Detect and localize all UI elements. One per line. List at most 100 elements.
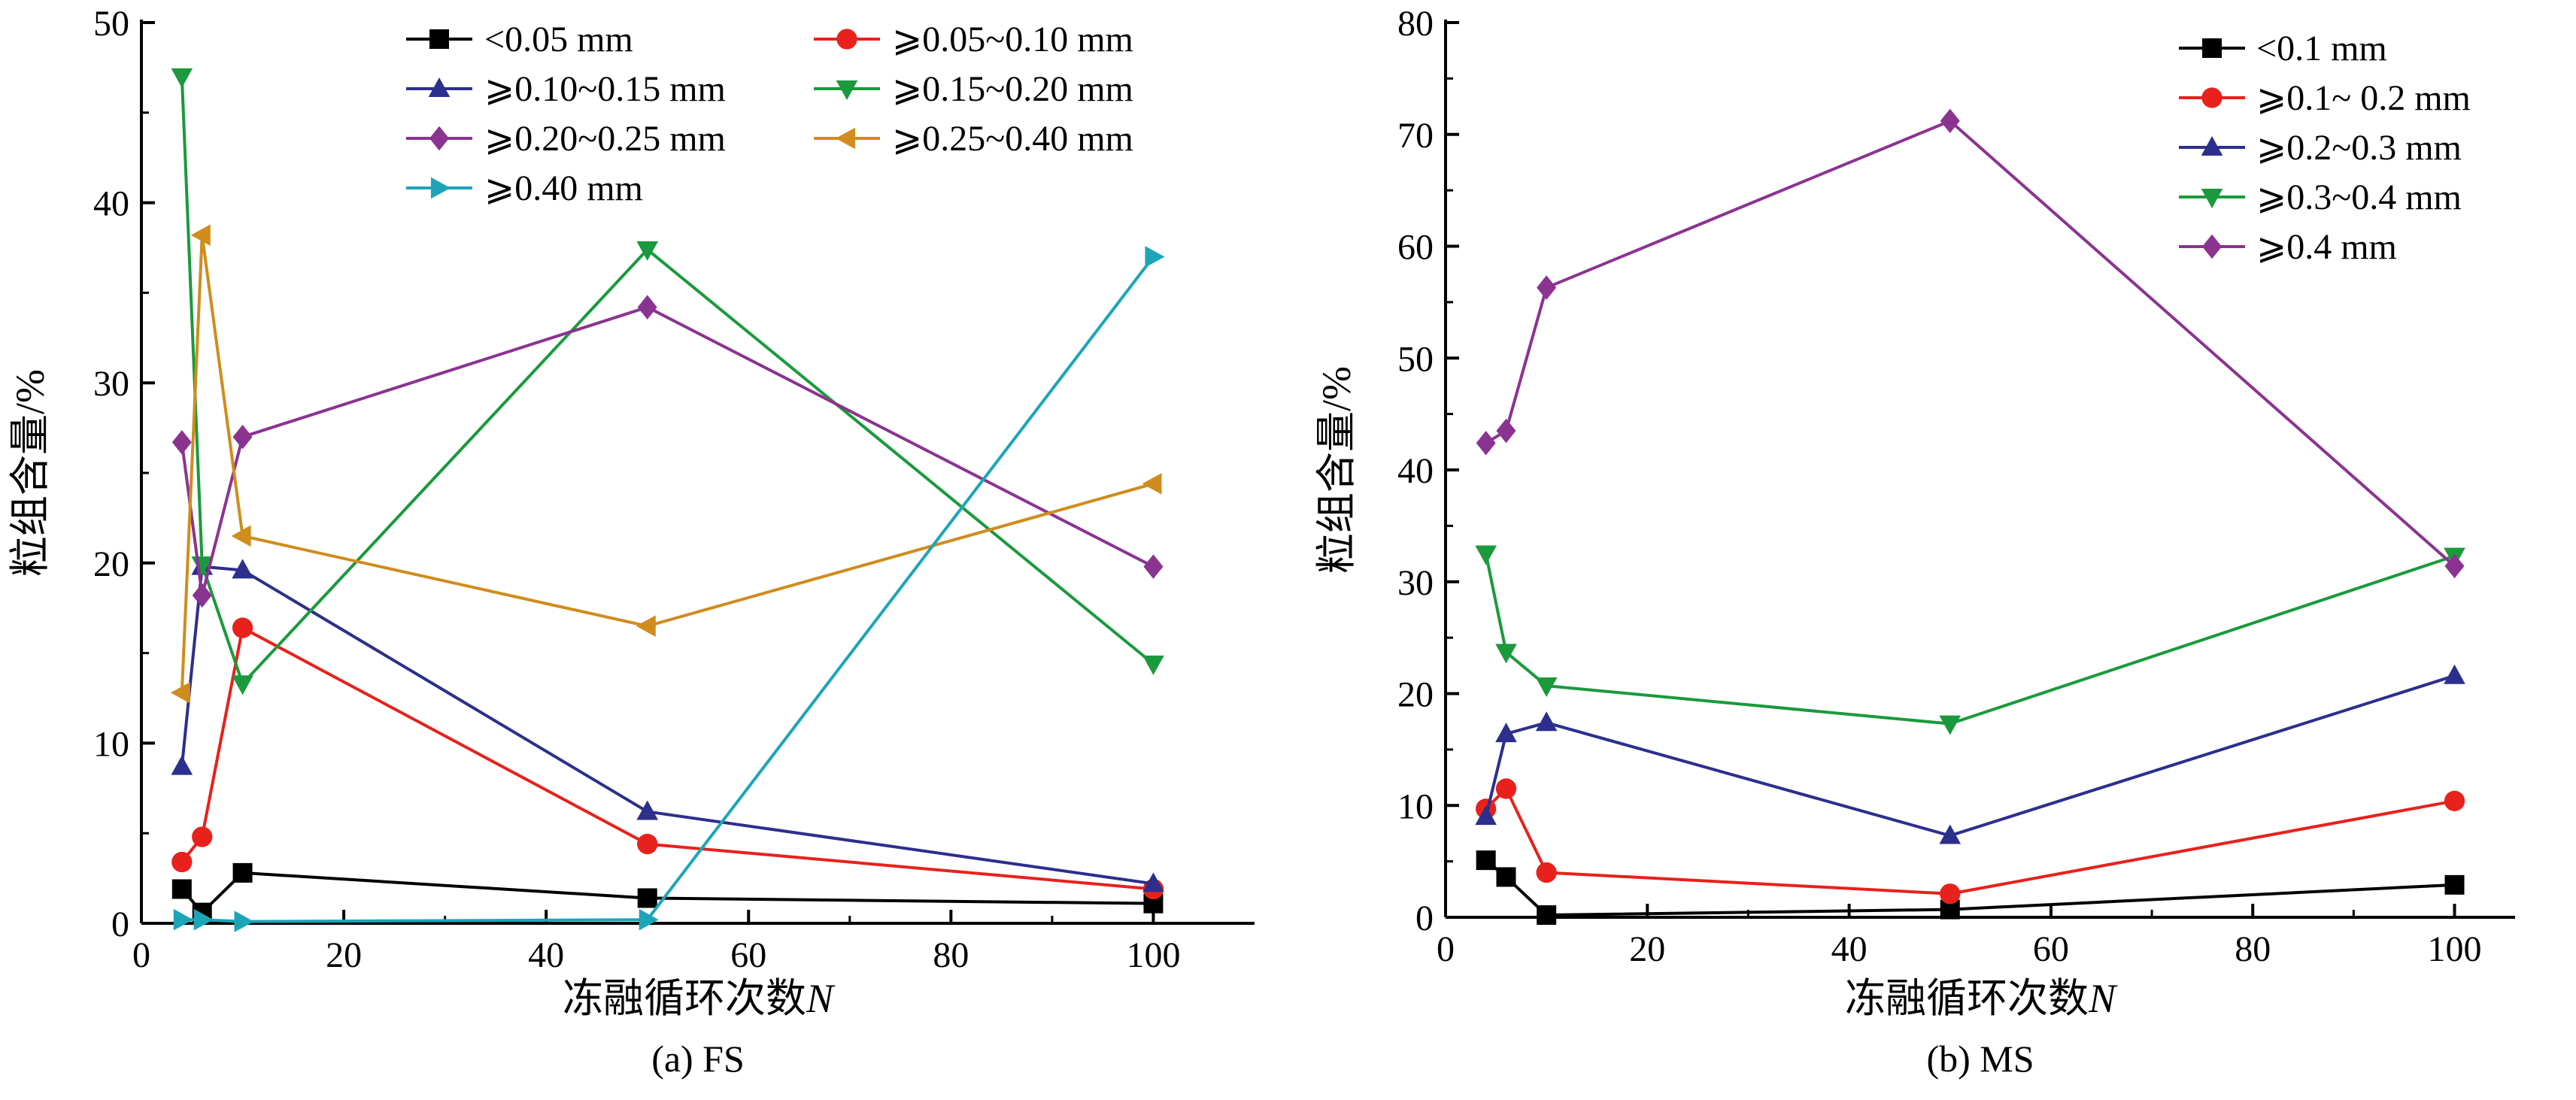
legend-label: ⩾0.10~0.15 mm — [484, 69, 726, 109]
data-point — [2444, 790, 2465, 811]
x-axis-label-var: N — [806, 976, 836, 1021]
data-point — [637, 888, 657, 908]
data-point — [173, 908, 193, 931]
legend-label: ⩾0.3~0.4 mm — [2256, 177, 2462, 217]
y-tick-label: 40 — [93, 184, 129, 224]
legend-marker — [2201, 136, 2223, 156]
legend-marker — [429, 29, 449, 49]
data-point — [1475, 805, 1497, 826]
data-point — [171, 68, 193, 88]
y-tick-label: 10 — [1397, 786, 1434, 826]
legend-marker — [428, 77, 451, 98]
chart-panel-a: 0 10 20 30 40 50 0 20 40 60 80 100 冻融循环次数N 粒组含量/% (a) … — [8, 4, 1255, 1080]
legend-marker — [430, 177, 451, 199]
y-axis-label: 粒组含量/% — [1314, 366, 1359, 574]
legend-marker — [2201, 87, 2223, 108]
data-point — [1496, 867, 1516, 887]
y-axis-label: 粒组含量/% — [8, 369, 53, 577]
data-point — [1142, 473, 1162, 495]
legend-label: ⩾0.40 mm — [484, 168, 643, 208]
data-point — [1940, 883, 1961, 905]
x-axis-label-var: N — [2088, 976, 2118, 1021]
series-1 — [1476, 778, 2465, 905]
data-point — [192, 826, 213, 847]
y-tick-label: 0 — [1415, 898, 1434, 938]
x-axis-label-text: 冻融循环次数 — [1845, 976, 2089, 1021]
y-tick-label: 20 — [93, 544, 129, 584]
series-5 — [170, 224, 1162, 704]
legend: <0.1 mm ⩾0.1~ 0.2 mm ⩾0.2~0.3 mm ⩾0.3~0.4 m… — [2179, 29, 2471, 267]
data-point — [193, 908, 214, 931]
data-point — [2444, 874, 2465, 895]
panel-caption: (a) FS — [651, 1038, 745, 1080]
x-tick-label: 60 — [2033, 929, 2069, 969]
legend-label: ⩾0.20~0.25 mm — [484, 119, 726, 159]
legend-label: ⩾0.25~0.40 mm — [892, 119, 1133, 159]
data-point — [636, 800, 659, 820]
x-tick-label: 40 — [528, 935, 564, 975]
legend-label: ⩾0.05~0.10 mm — [892, 20, 1133, 59]
x-tick-label: 20 — [326, 935, 362, 975]
y-tick-label: 80 — [1397, 4, 1434, 44]
y-tick-label: 30 — [1397, 563, 1434, 603]
data-point — [1537, 905, 1557, 926]
x-tick-label: 40 — [1831, 929, 1868, 969]
series-2 — [1475, 664, 2465, 844]
legend-marker — [2202, 38, 2222, 58]
x-tick-label: 80 — [933, 935, 969, 975]
series-4 — [171, 295, 1164, 608]
x-tick-label: 80 — [2235, 929, 2271, 969]
data-point — [232, 559, 253, 579]
data-point — [1939, 824, 1962, 844]
y-tick-label: 50 — [1397, 339, 1434, 379]
x-axis-label-text: 冻融循环次数 — [563, 976, 806, 1021]
y-tick-label: 10 — [93, 724, 129, 764]
data-point — [190, 224, 211, 247]
legend-marker — [836, 80, 858, 100]
data-point — [231, 525, 251, 547]
y-tick-label: 70 — [1397, 116, 1434, 156]
y-tick-label: 40 — [1397, 451, 1434, 491]
data-point — [1537, 275, 1557, 300]
legend-label: ⩾0.1~ 0.2 mm — [2256, 78, 2471, 118]
y-tick-label: 0 — [111, 905, 129, 944]
panel-caption: (b) MS — [1926, 1038, 2034, 1080]
data-point — [192, 583, 212, 608]
data-point — [639, 908, 659, 931]
legend-marker — [2201, 188, 2223, 208]
legend: <0.05 mm ⩾0.05~0.10 mm ⩾0.10~0.15 mm ⩾0.15~… — [406, 20, 1133, 208]
data-point — [1476, 850, 1496, 871]
legend-marker — [836, 127, 856, 150]
y-tick-label: 60 — [1397, 228, 1434, 268]
data-point — [636, 241, 659, 261]
data-point — [234, 911, 254, 932]
data-point — [232, 424, 253, 450]
x-tick-label: 100 — [2428, 929, 2482, 969]
data-point — [1940, 108, 1960, 134]
legend-marker — [429, 126, 449, 151]
x-tick-label: 60 — [730, 935, 766, 975]
legend-marker — [2202, 234, 2222, 259]
x-axis-label: 冻融循环次数N — [563, 976, 836, 1021]
data-point — [637, 295, 657, 320]
data-point — [2444, 553, 2465, 579]
data-point — [1496, 418, 1516, 444]
chart-panel-b: 0 10 20 30 40 50 60 70 80 0 20 40 60 80 100 冻融循环次数N 粒组含量… — [1314, 4, 2515, 1080]
data-point — [637, 833, 658, 855]
data-point — [171, 755, 193, 775]
y-tick-label: 50 — [93, 4, 129, 44]
data-point — [1475, 545, 1497, 565]
data-point — [1495, 723, 1517, 743]
legend-label: <0.05 mm — [484, 20, 633, 59]
y-tick-label: 20 — [1397, 675, 1434, 715]
series-4 — [1476, 108, 2465, 579]
x-tick-label: 0 — [1437, 929, 1455, 969]
data-point — [1535, 677, 1558, 698]
data-point — [1495, 778, 1517, 799]
data-point — [171, 851, 193, 873]
x-tick-label: 100 — [1126, 935, 1180, 975]
data-point — [232, 675, 253, 695]
x-axis-label: 冻融循环次数N — [1845, 976, 2118, 1021]
